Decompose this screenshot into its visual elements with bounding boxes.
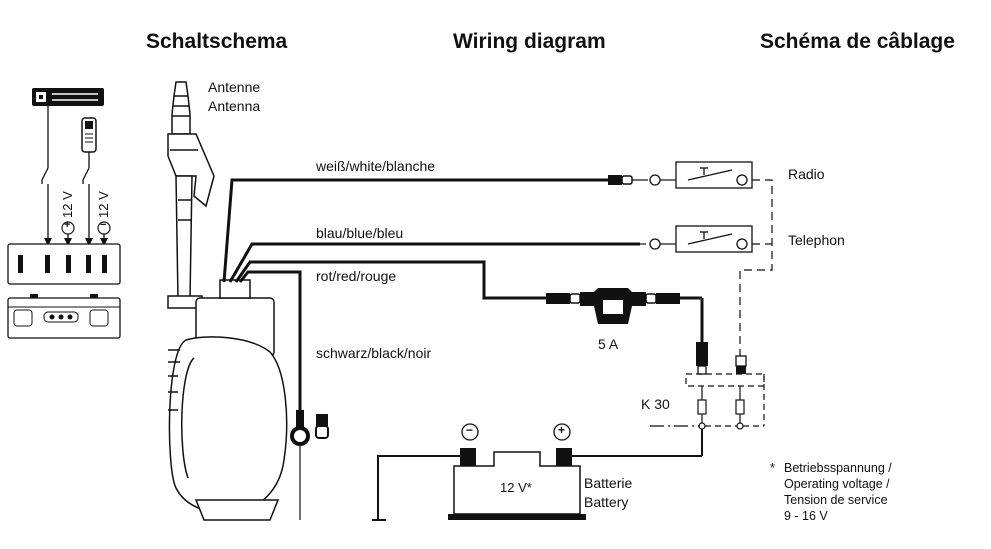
title-german: Schaltschema (146, 30, 288, 53)
footnote-line1: Betriebsspannung / (784, 461, 892, 475)
fuse-label: 5 A (598, 336, 619, 352)
fuse-5a (546, 288, 680, 324)
footnote-line3: Tension de service (784, 493, 888, 507)
white-wire-connector (608, 175, 633, 185)
battery-label-en: Battery (584, 494, 629, 510)
antenna-label-de: Antenne (208, 79, 261, 95)
connector-minus-label: − (100, 219, 107, 231)
telephon-switch (649, 225, 753, 253)
wire-label-white: weiß/white/blanche (316, 158, 436, 174)
minus-terminal-icon (97, 221, 111, 235)
title-english: Wiring diagram (453, 30, 606, 53)
battery-plus-label: + (558, 423, 566, 437)
wires (222, 178, 704, 410)
plus-terminal-icon (61, 221, 75, 235)
k30-connectors (696, 342, 747, 375)
wire-label-red: rot/red/rouge (316, 268, 397, 284)
connector-block (7, 243, 121, 285)
radio-head-unit-icon (32, 88, 104, 106)
footnote-star: * (770, 461, 775, 475)
battery-label-de: Batterie (584, 475, 633, 491)
left-arrows (44, 238, 108, 246)
k30-terminal (650, 373, 765, 456)
antenna-label-en: Antenna (208, 98, 261, 114)
connector-12v-label-1: 12 V (60, 191, 75, 218)
wire-label-black: schwarz/black/noir (316, 345, 432, 361)
k30-label: K 30 (641, 396, 670, 412)
title-french: Schéma de câblage (760, 30, 955, 53)
phone-handset-icon (81, 117, 97, 153)
connector-plus-label: + (64, 219, 71, 231)
footnote-line4: 9 - 16 V (784, 509, 828, 523)
telephon-label: Telephon (788, 232, 845, 248)
ground-ring-terminal (290, 410, 329, 520)
connector-plug (7, 294, 121, 339)
radio-label: Radio (788, 166, 825, 182)
footnote-line2: Operating voltage / (784, 477, 890, 491)
radio-switch (649, 161, 753, 189)
battery (372, 423, 702, 521)
antenna-illustration (167, 81, 288, 521)
battery-voltage-label: 12 V* (500, 480, 532, 495)
battery-minus-label: − (466, 423, 474, 437)
connector-12v-label-2: 12 V (96, 191, 111, 218)
dashed-links (739, 179, 773, 356)
wire-label-blue: blau/blue/bleu (316, 225, 404, 241)
